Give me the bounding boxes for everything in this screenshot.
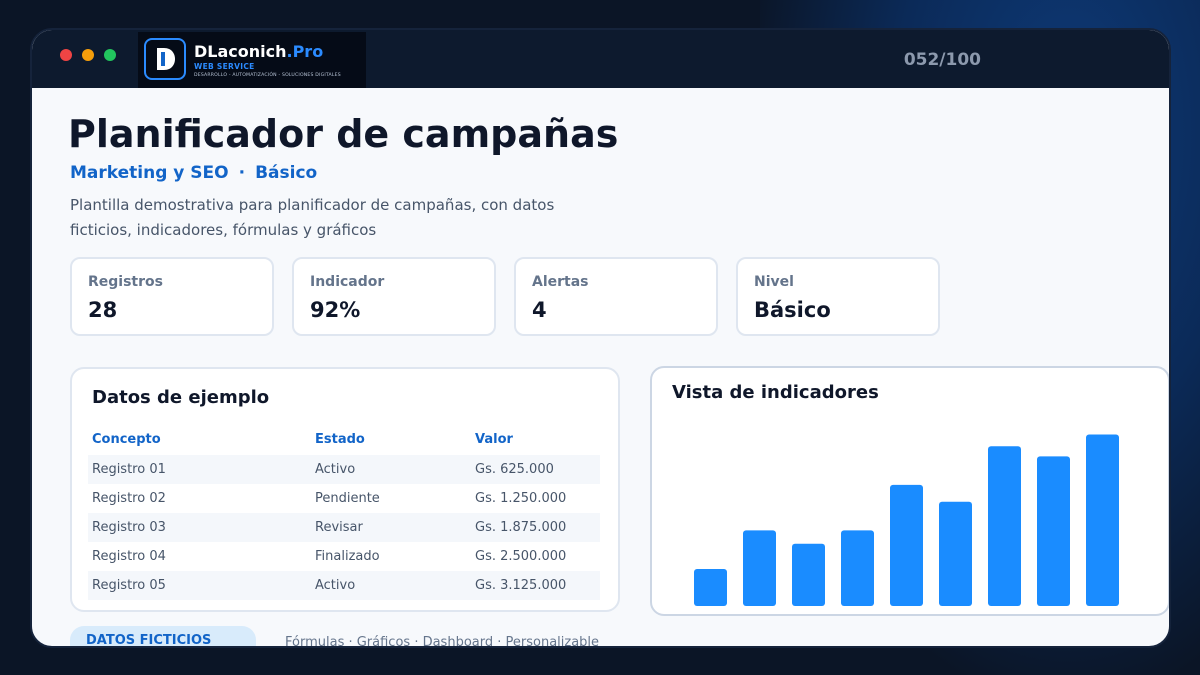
brand-logo: DLaconich.Pro WEB SERVICE DESARROLLO - A… xyxy=(138,32,366,88)
chart-bar-1 xyxy=(694,569,727,606)
stat-card-indicador: Indicador 92% xyxy=(292,257,496,336)
table-header-row: Concepto Estado Valor xyxy=(88,423,600,455)
brand-name: DLaconich.Pro xyxy=(194,42,324,61)
stat-card-alertas: Alertas 4 xyxy=(514,257,718,336)
maximize-window-button[interactable] xyxy=(104,49,116,61)
category-label: Marketing y SEO xyxy=(70,163,229,183)
cell-valor: Gs. 1.250.000 xyxy=(475,491,567,506)
column-header-concepto: Concepto xyxy=(92,431,161,447)
stat-value: 28 xyxy=(88,298,118,322)
chart-card: Vista de indicadores xyxy=(650,366,1169,616)
stat-card-registros: Registros 28 xyxy=(70,257,274,336)
cell-concepto: Registro 01 xyxy=(88,455,311,484)
stat-label: Nivel xyxy=(754,274,794,290)
app-window: DLaconich.Pro WEB SERVICE DESARROLLO - A… xyxy=(30,28,1171,648)
cell-concepto: Registro 04 xyxy=(92,549,166,564)
cell-concepto: Registro 02 xyxy=(92,491,166,506)
stat-value: Básico xyxy=(754,298,831,322)
stat-label: Indicador xyxy=(310,274,385,290)
close-window-button[interactable] xyxy=(60,49,72,61)
cell-valor: Gs. 3.125.000 xyxy=(471,571,600,600)
brand-tagline: DESARROLLO - AUTOMATIZACIÓN - SOLUCIONES… xyxy=(194,73,341,78)
table-title: Datos de ejemplo xyxy=(92,387,270,408)
table-row: Registro 01 Activo Gs. 625.000 xyxy=(88,455,600,484)
category-line: Marketing y SEO · Básico xyxy=(70,163,317,183)
cell-estado: Activo xyxy=(311,571,471,600)
table-row: Registro 04 Finalizado Gs. 2.500.000 xyxy=(88,542,600,571)
page-description: Plantilla demostrativa para planificador… xyxy=(70,196,555,239)
column-header-estado: Estado xyxy=(315,431,365,447)
cell-concepto: Registro 05 xyxy=(88,571,311,600)
stat-label: Alertas xyxy=(532,274,589,290)
cell-estado: Revisar xyxy=(311,513,471,542)
cell-estado: Pendiente xyxy=(315,491,380,506)
chart-bar-8 xyxy=(1037,456,1070,606)
table-row: Registro 03 Revisar Gs. 1.875.000 xyxy=(88,513,600,542)
chart-bar-4 xyxy=(841,530,874,606)
level-label: Básico xyxy=(255,163,318,183)
stat-value: 92% xyxy=(310,298,361,322)
table-row: Registro 05 Activo Gs. 3.125.000 xyxy=(88,571,600,600)
stat-value: 4 xyxy=(532,298,547,322)
cell-estado: Activo xyxy=(311,455,471,484)
separator: · xyxy=(238,163,246,183)
chart-bar-7 xyxy=(988,446,1021,606)
bar-chart xyxy=(694,434,1119,606)
chart-bar-6 xyxy=(939,501,972,606)
chart-bar-2 xyxy=(743,530,776,606)
data-badge: DATOS FICTICIOS xyxy=(70,626,256,646)
cell-concepto: Registro 03 xyxy=(88,513,311,542)
brand-subtitle: WEB SERVICE xyxy=(194,62,255,71)
cell-valor: Gs. 625.000 xyxy=(471,455,600,484)
logo-mark-icon xyxy=(144,38,186,80)
feature-list: Fórmulas · Gráficos · Dashboard · Person… xyxy=(285,635,600,648)
cell-valor: Gs. 1.875.000 xyxy=(471,513,600,542)
minimize-window-button[interactable] xyxy=(82,49,94,61)
column-header-valor: Valor xyxy=(475,431,513,447)
chart-bar-5 xyxy=(890,484,923,606)
chart-bar-3 xyxy=(792,543,825,606)
cell-estado: Finalizado xyxy=(315,549,380,564)
table-row: Registro 02 Pendiente Gs. 1.250.000 xyxy=(88,484,600,513)
data-table: Concepto Estado Valor Registro 01 Activo… xyxy=(88,423,600,600)
title-bar: DLaconich.Pro WEB SERVICE DESARROLLO - A… xyxy=(32,30,1169,88)
page-title: Planificador de campañas xyxy=(68,112,619,156)
stat-label: Registros xyxy=(88,274,163,290)
cell-valor: Gs. 2.500.000 xyxy=(475,549,567,564)
data-table-card: Datos de ejemplo Concepto Estado Valor R… xyxy=(70,367,620,612)
stat-card-nivel: Nivel Básico xyxy=(736,257,940,336)
template-counter: 052/100 xyxy=(903,50,981,70)
chart-bar-9 xyxy=(1086,434,1119,606)
chart-title: Vista de indicadores xyxy=(672,382,879,403)
